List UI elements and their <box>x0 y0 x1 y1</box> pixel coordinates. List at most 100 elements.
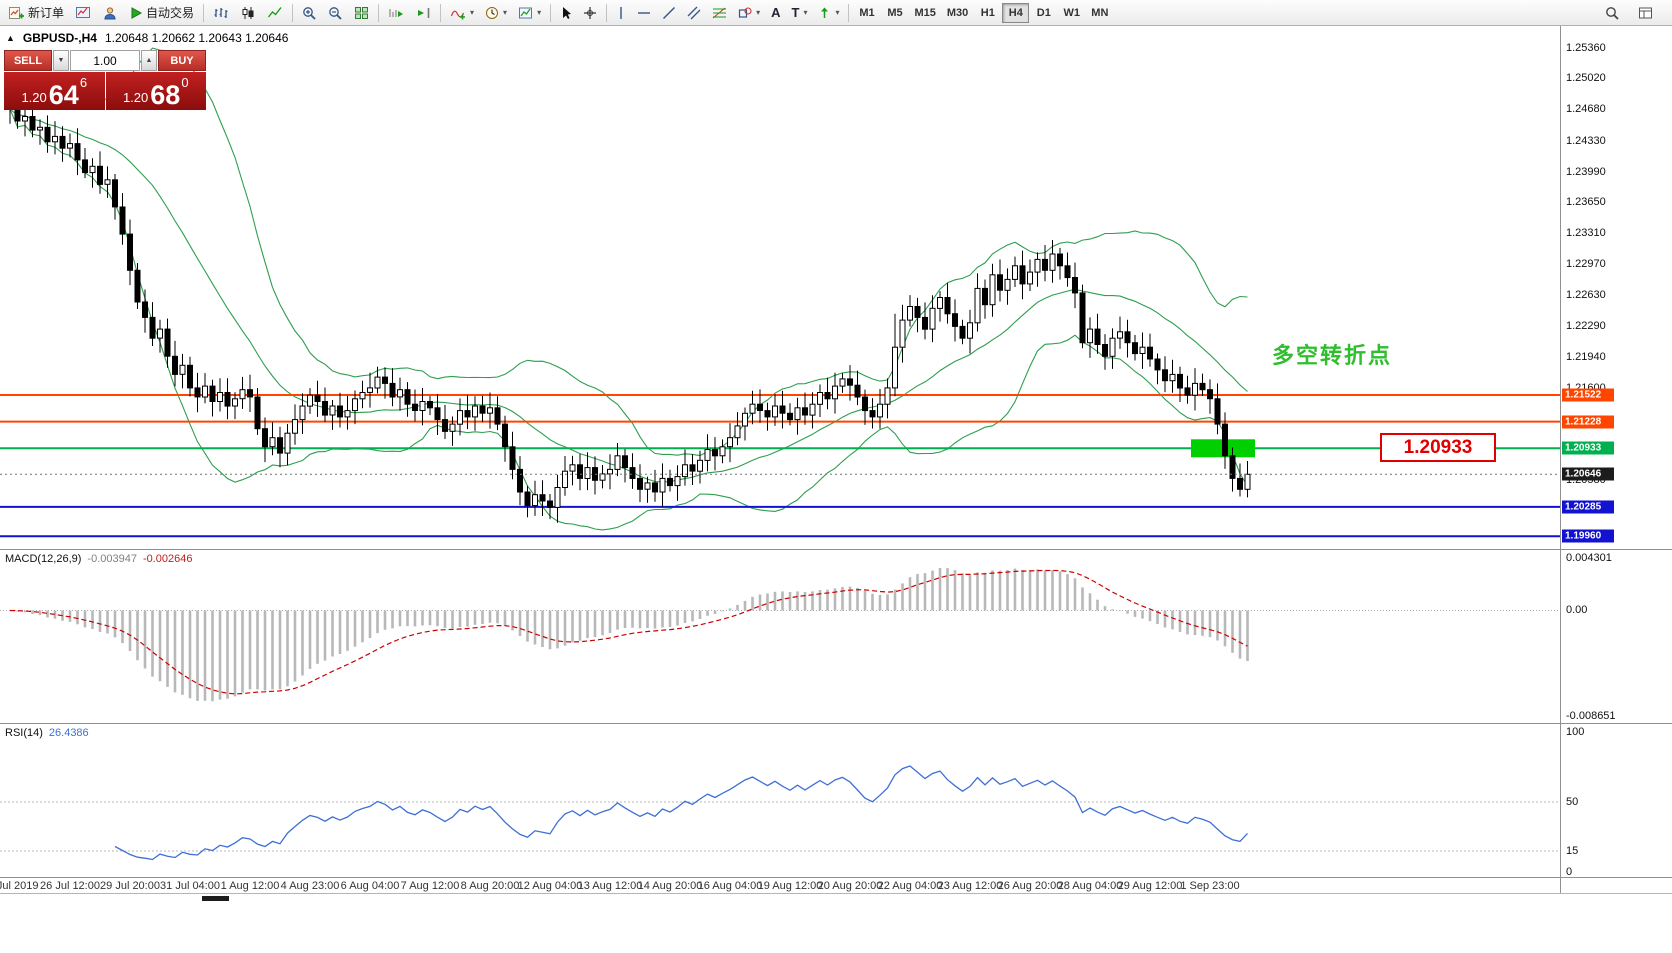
timeframe-h1-button[interactable]: H1 <box>974 3 1001 23</box>
time-axis-label: 28 Aug 04:00 <box>1057 880 1123 892</box>
chevron-down-icon: ▾ <box>835 7 840 17</box>
buy-button[interactable]: BUY <box>158 50 206 71</box>
price-chart-canvas[interactable] <box>0 26 1560 549</box>
bar-chart-button[interactable] <box>208 2 234 24</box>
fibonacci-icon <box>712 7 727 18</box>
price-level-badge: 1.21522 <box>1562 388 1614 402</box>
time-axis-label: 16 Aug 04:00 <box>697 880 763 892</box>
search-icon <box>1606 6 1619 20</box>
horizontal-line-button[interactable] <box>632 2 656 24</box>
text-tool-button[interactable]: A <box>766 2 785 24</box>
trendline-button[interactable] <box>657 2 681 24</box>
bollinger-lower-band <box>9 108 1248 531</box>
h-scrollbar-thumb[interactable] <box>202 896 229 901</box>
time-axis-label: 31 Jul 04:00 <box>160 880 220 892</box>
candlestick-chart-button[interactable] <box>235 2 261 24</box>
crosshair-button[interactable] <box>578 2 602 24</box>
rsi-value: 26.4386 <box>48 727 89 739</box>
zoom-in-button[interactable] <box>297 2 322 24</box>
shapes-button[interactable]: ▾ <box>733 2 765 24</box>
rsi-canvas[interactable] <box>0 724 1560 878</box>
profile-icon <box>104 6 116 19</box>
chevron-down-icon: ▾ <box>537 7 542 17</box>
timeframe-m30-button[interactable]: M30 <box>942 3 973 23</box>
layout-button[interactable] <box>1633 2 1658 24</box>
timeframe-h4-button[interactable]: H4 <box>1002 2 1030 23</box>
vertical-line-button[interactable] <box>611 2 631 24</box>
new-order-button[interactable]: 新订单 <box>4 2 69 24</box>
timeframe-m5-button[interactable]: M5 <box>881 3 908 23</box>
timeframe-m1-button[interactable]: M1 <box>853 3 880 23</box>
volume-increase-button[interactable]: ▲ <box>141 50 157 71</box>
toolbar-separator <box>848 3 850 22</box>
time-axis-label: 19 Aug 12:00 <box>757 880 823 892</box>
time-axis-label: 23 Aug 12:00 <box>937 880 1003 892</box>
chart-shift-button[interactable] <box>410 2 436 24</box>
arrows-button[interactable]: ▾ <box>813 2 844 24</box>
macd-label: MACD(12,26,9) <box>5 553 82 565</box>
time-axis-label: 1 Aug 12:00 <box>220 880 280 892</box>
macd-axis-label: 0.00 <box>1566 604 1588 617</box>
sell-price-pips: 64 <box>48 80 79 111</box>
arrow-up-icon: ▲ <box>145 57 153 64</box>
channel-button[interactable] <box>682 2 706 24</box>
new-order-label: 新订单 <box>28 6 65 20</box>
timeframe-d1-button[interactable]: D1 <box>1030 3 1057 23</box>
template-icon <box>519 7 533 18</box>
turning-point-annotation[interactable]: 多空转折点 <box>1272 343 1393 368</box>
toolbar-separator <box>378 3 380 22</box>
main-chart-panel: ▲ GBPUSD-,H4 1.20648 1.20662 1.20643 1.2… <box>0 26 1672 549</box>
timeframe-m15-button[interactable]: M15 <box>909 3 940 23</box>
time-axis-label: 26 Aug 20:00 <box>997 880 1063 892</box>
price-axis-label: 1.21940 <box>1566 351 1606 364</box>
oct-collapse-icon[interactable]: ▲ <box>6 33 15 43</box>
clock-icon <box>486 6 499 19</box>
volume-decrease-button[interactable]: ▼ <box>53 50 69 71</box>
sell-button[interactable]: SELL <box>4 50 52 71</box>
toolbar-separator <box>440 3 442 22</box>
indicators-button[interactable]: ▾ <box>445 2 479 24</box>
timeframe-mn-button[interactable]: MN <box>1086 3 1113 23</box>
profiles-button[interactable] <box>97 2 123 24</box>
chart-title-bar: ▲ GBPUSD-,H4 1.20648 1.20662 1.20643 1.2… <box>6 31 288 45</box>
timeframe-toolbar: M1 M5 M15 M30 H1 H4 D1 W1 MN <box>853 2 1113 23</box>
time-axis-label: 20 Aug 20:00 <box>817 880 883 892</box>
bollinger-upper-band <box>9 47 1248 457</box>
timeframe-w1-button[interactable]: W1 <box>1058 3 1085 23</box>
macd-panel: MACD(12,26,9) -0.003947 -0.002646 0.0043… <box>0 549 1672 723</box>
zoom-out-icon <box>329 6 342 20</box>
new-order-icon <box>9 6 24 19</box>
tile-windows-icon <box>355 6 369 19</box>
templates-button[interactable]: ▾ <box>513 2 546 24</box>
sell-price-button[interactable]: 1.20 64 6 <box>4 72 105 110</box>
price-callout-label[interactable]: 1.20933 <box>1380 433 1496 462</box>
volume-input[interactable] <box>70 50 140 71</box>
periods-button[interactable]: ▾ <box>480 2 512 24</box>
cursor-button[interactable] <box>555 2 577 24</box>
price-axis-label: 1.22970 <box>1566 257 1606 270</box>
chart-window-icon <box>76 6 91 18</box>
line-chart-button[interactable] <box>262 2 288 24</box>
charts-button[interactable] <box>70 2 96 24</box>
buy-price-button[interactable]: 1.20 68 0 <box>105 72 206 110</box>
tile-windows-button[interactable] <box>349 2 374 24</box>
sell-price-prefix: 1.20 <box>21 90 47 105</box>
label-tool-button[interactable]: T ▾ <box>786 2 812 24</box>
search-button[interactable] <box>1600 2 1625 24</box>
vertical-line-icon <box>620 6 622 19</box>
toolbar: 新订单 自动交易 ▾ ▾ ▾ ▾ A T ▾ ▾ <box>0 0 1672 26</box>
candlestick-chart-icon <box>242 6 254 19</box>
time-axis-label: 14 Aug 20:00 <box>637 880 703 892</box>
toolbar-right-group <box>1600 2 1668 24</box>
autotrading-button[interactable]: 自动交易 <box>124 2 199 24</box>
toolbar-separator <box>606 3 608 22</box>
fibonacci-button[interactable] <box>707 2 732 24</box>
buy-price-prefix: 1.20 <box>122 90 149 105</box>
zoom-out-button[interactable] <box>323 2 348 24</box>
buy-price-point: 0 <box>181 75 189 90</box>
macd-canvas[interactable] <box>0 550 1560 724</box>
auto-scroll-button[interactable] <box>383 2 409 24</box>
